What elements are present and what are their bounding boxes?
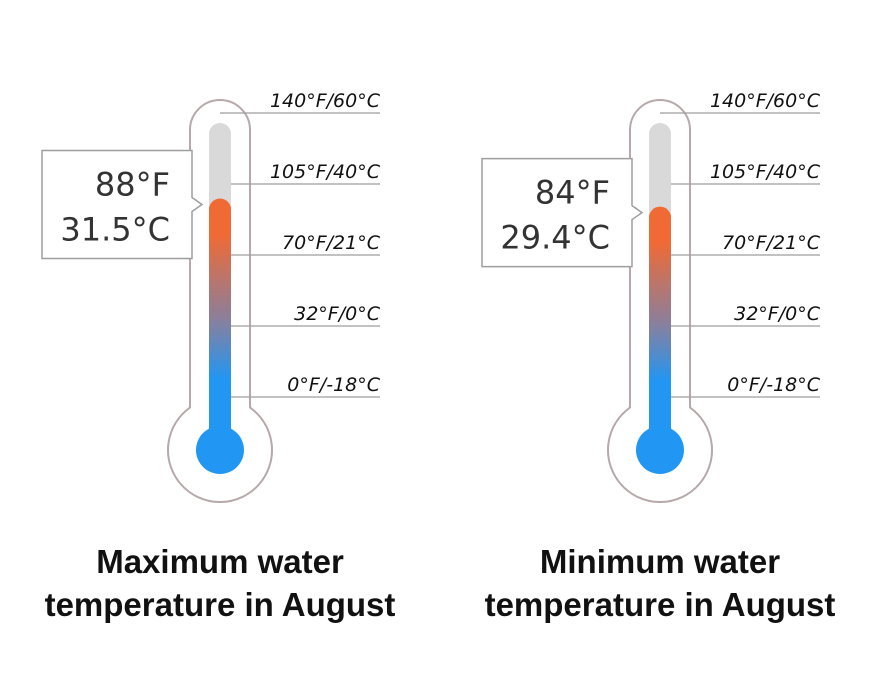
tick-label: 105°F/40°C <box>270 161 381 183</box>
caption-min: Minimum water temperature in August <box>440 540 880 626</box>
thermometer-bulb <box>636 426 684 474</box>
tick-label: 0°F/-18°C <box>727 374 820 396</box>
thermometer-max: 140°F/60°C 105°F/40°C 70°F/21°C 32°F/0°C 0°F… <box>41 90 381 503</box>
tick-label: 0°F/-18°C <box>287 374 380 396</box>
value-callout <box>481 157 644 268</box>
tick-label: 105°F/40°C <box>710 161 821 183</box>
tick-label: 140°F/60°C <box>710 90 821 112</box>
tick-label: 70°F/21°C <box>722 232 821 254</box>
value-celsius: 31.5°C <box>60 210 170 248</box>
value-fahrenheit: 84°F <box>535 174 610 212</box>
caption-max-line-2: temperature in August <box>44 586 396 623</box>
thermometer-min: 140°F/60°C 105°F/40°C 70°F/21°C 32°F/0°C 0°F… <box>481 90 821 503</box>
tick-label: 32°F/0°C <box>294 303 381 325</box>
tick-label: 70°F/21°C <box>282 232 381 254</box>
caption-min-line-2: temperature in August <box>484 586 836 623</box>
thermometer-fill <box>649 206 671 440</box>
caption-max-line-1: Maximum water <box>96 543 344 580</box>
value-fahrenheit: 88°F <box>95 165 170 203</box>
tick-label: 140°F/60°C <box>270 90 381 112</box>
thermometer-bulb <box>196 426 244 474</box>
caption-max: Maximum water temperature in August <box>0 540 440 626</box>
thermometer-fill <box>209 198 231 440</box>
value-callout <box>41 149 204 260</box>
caption-min-line-1: Minimum water <box>539 543 781 580</box>
tick-label: 32°F/0°C <box>734 303 821 325</box>
value-celsius: 29.4°C <box>500 219 610 257</box>
